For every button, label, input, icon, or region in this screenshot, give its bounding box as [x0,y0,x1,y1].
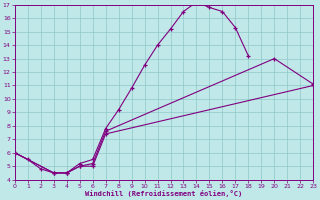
X-axis label: Windchill (Refroidissement éolien,°C): Windchill (Refroidissement éolien,°C) [85,190,243,197]
